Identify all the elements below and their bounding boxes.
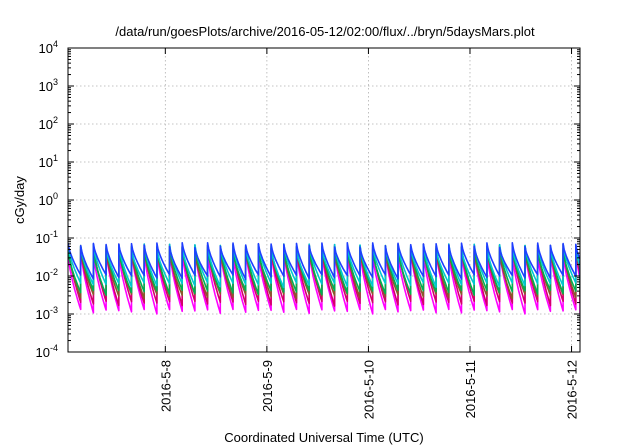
x-tick-label: 2016-5-9 bbox=[260, 360, 275, 412]
y-tick-label: 101 bbox=[39, 153, 58, 170]
y-axis-label: cGy/day bbox=[12, 176, 27, 224]
y-tick-labels: 10-4 10-3 10-2 10-1 100 101 102 103 104 bbox=[36, 39, 58, 360]
y-tick-label: 100 bbox=[39, 191, 58, 208]
y-tick-label: 104 bbox=[39, 39, 58, 56]
series-line bbox=[68, 246, 580, 300]
x-axis-label: Coordinated Universal Time (UTC) bbox=[224, 430, 423, 445]
y-tick-label: 103 bbox=[39, 77, 58, 94]
y-tick-label: 10-4 bbox=[36, 343, 58, 360]
y-tick-label: 10-2 bbox=[36, 267, 58, 284]
series-line bbox=[68, 242, 580, 281]
y-tick-label: 10-1 bbox=[36, 229, 58, 246]
y-tick-label: 10-3 bbox=[36, 305, 58, 322]
gridlines bbox=[68, 48, 580, 352]
axis-ticks bbox=[68, 47, 580, 353]
y-tick-label: 102 bbox=[39, 115, 58, 132]
x-tick-label: 2016-5-10 bbox=[361, 360, 376, 419]
x-tick-label: 2016-5-11 bbox=[463, 360, 478, 418]
series-group bbox=[68, 242, 580, 315]
x-tick-label: 2016-5-12 bbox=[565, 360, 580, 419]
x-tick-labels: 2016-5-8 2016-5-9 2016-5-10 2016-5-11 2016-5… bbox=[158, 360, 579, 419]
chart-title: /data/run/goesPlots/archive/2016-05-12/0… bbox=[115, 24, 535, 39]
x-tick-label: 2016-5-8 bbox=[158, 360, 173, 412]
